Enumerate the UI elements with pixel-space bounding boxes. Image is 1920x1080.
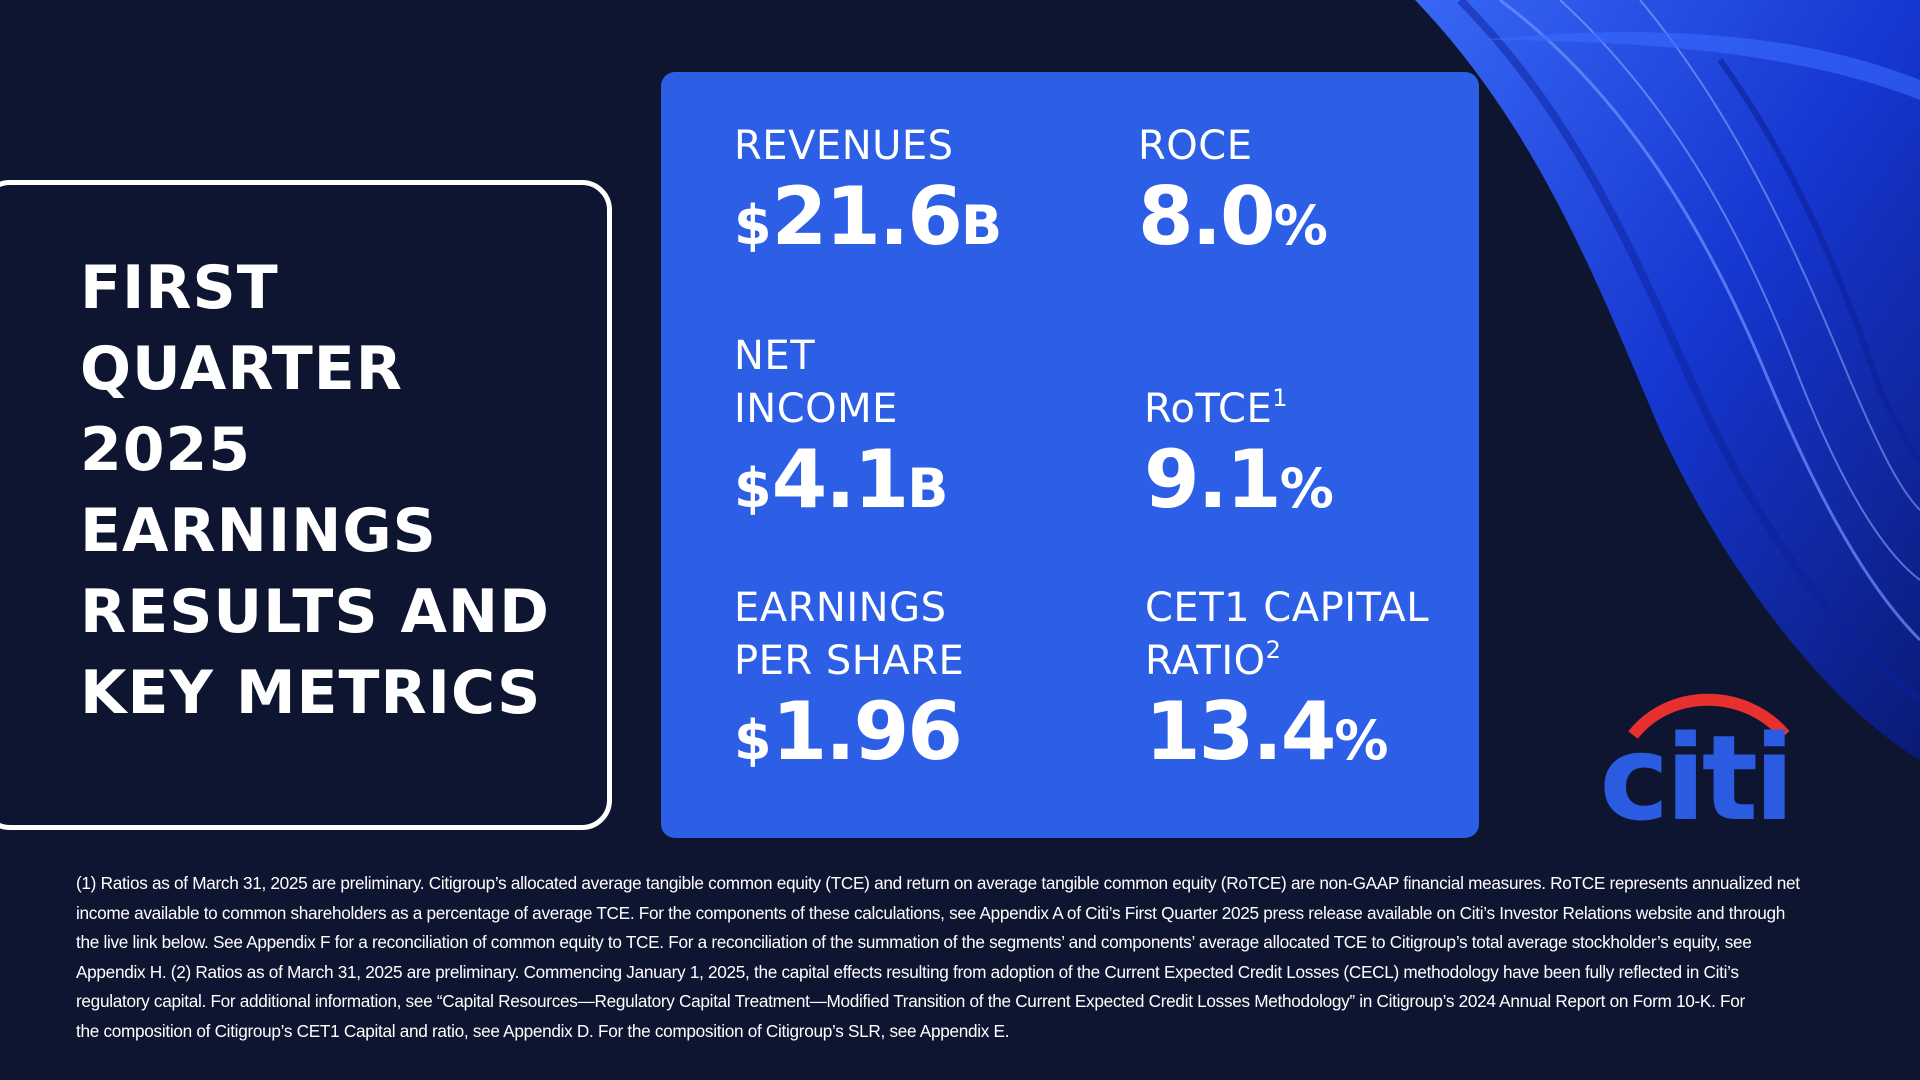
title-line: EARNINGS [80,496,437,566]
footnote-line: the live link below. See Appendix F for … [76,932,1752,952]
label-text: RoTCE [1144,386,1273,432]
title-line: KEY METRICS [80,658,542,728]
metric-revenues: REVENUES $21.6B [734,120,1002,270]
metric-label: ROCE [1138,123,1253,169]
title-line: RESULTS AND [80,577,550,647]
svg-text:citi: citi [1599,709,1790,825]
title-frame [0,180,612,830]
value-number: 21.6 [771,170,963,263]
metrics-panel: REVENUES $21.6B ROCE 8.0% NET INCOME $4.… [661,72,1479,838]
metric-label: INCOME [734,386,898,432]
page-title: FIRST QUARTER 2025 EARNINGS RESULTS AND … [80,248,600,734]
value-suffix: B [960,194,1003,257]
value-suffix: B [907,457,949,520]
metric-value: $21.6B [734,173,1002,270]
footnotes: (1) Ratios as of March 31, 2025 are prel… [76,869,1856,1046]
title-line: QUARTER [80,334,403,404]
metric-label: EARNINGS [734,585,947,631]
footnote-line: (1) Ratios as of March 31, 2025 are prel… [76,873,1800,893]
value-prefix: $ [734,709,772,772]
metric-label: NET [734,333,816,379]
metric-eps: EARNINGS PER SHARE $1.96 [734,582,964,785]
label-text: RATIO [1145,638,1266,684]
footnote-line: income available to common shareholders … [76,902,1785,923]
citi-logo: citi [1599,693,1795,825]
value-prefix: $ [734,457,772,520]
value-suffix: % [1279,457,1334,520]
footnote-mark: 2 [1265,636,1282,664]
metric-label: CET1 CAPITAL [1145,585,1429,631]
metric-cet1: CET1 CAPITAL RATIO2 13.4% [1145,582,1429,785]
metric-value: 9.1% [1144,436,1334,533]
metric-label: REVENUES [734,123,954,169]
footnote-line: the composition of Citigroup’s CET1 Capi… [76,1020,1010,1041]
metric-value: 8.0% [1138,173,1328,270]
metric-net-income: NET INCOME $4.1B [734,330,948,533]
value-number: 4.1 [771,433,910,526]
footnote-line: regulatory capital. For additional infor… [76,991,1745,1011]
metric-value: 13.4% [1145,688,1429,785]
value-suffix: % [1273,194,1328,257]
title-line: FIRST [80,253,279,323]
metric-rotce: RoTCE1 9.1% [1144,383,1334,533]
value-suffix: % [1334,709,1389,772]
value-number: 13.4 [1145,685,1336,778]
metric-label: RoTCE1 [1144,383,1334,436]
value-number: 9.1 [1144,433,1282,526]
metric-value: $1.96 [734,688,964,785]
metric-label: PER SHARE [734,638,965,684]
footnote-line: Appendix H. (2) Ratios as of March 31, 2… [76,961,1739,982]
metric-label: RATIO2 [1145,635,1429,688]
footnote-mark: 1 [1272,384,1289,412]
value-number: 1.96 [771,685,963,778]
value-number: 8.0 [1138,170,1276,263]
title-line: 2025 [80,415,251,485]
value-prefix: $ [734,194,772,257]
metric-roce: ROCE 8.0% [1138,120,1328,270]
metric-value: $4.1B [734,436,948,533]
